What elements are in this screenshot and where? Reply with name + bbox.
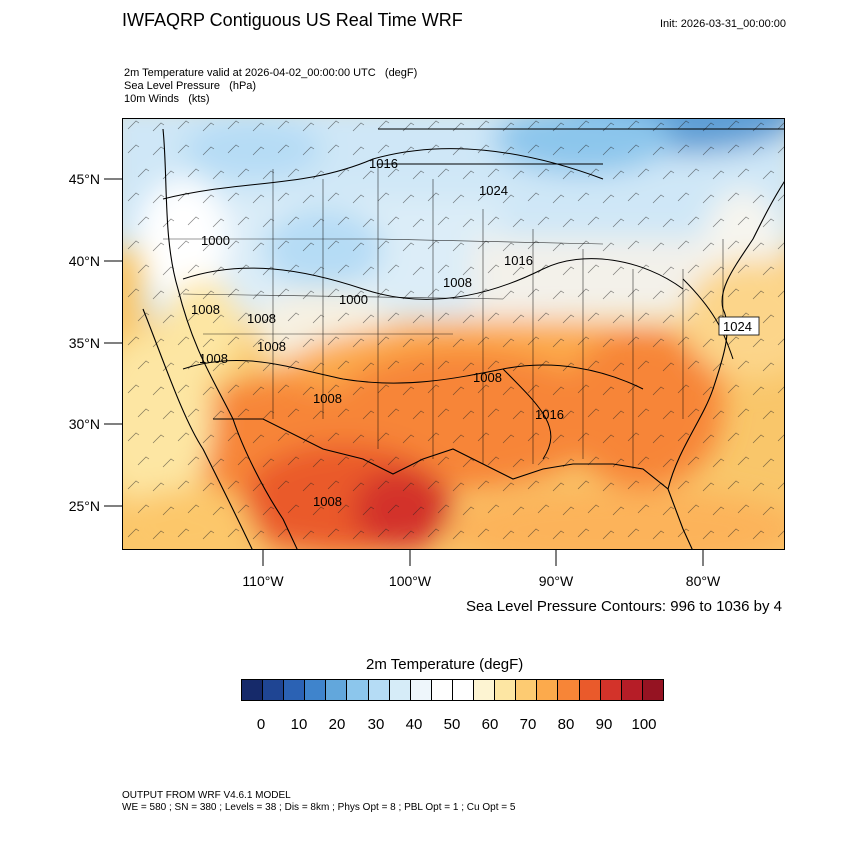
isobars <box>162 148 734 460</box>
colorbar-title: 2m Temperature (degF) <box>366 656 524 673</box>
pressure-label: 1016 <box>369 156 398 171</box>
lon-label-90w: 90°W <box>538 573 574 589</box>
field-units: (degF) <box>384 67 418 79</box>
lat-label-35n: 35°N <box>68 335 100 351</box>
colorbar-tick-label: 0 <box>256 716 266 733</box>
field-name: 10m Winds <box>124 93 180 105</box>
colorbar-tick-label: 20 <box>328 716 346 733</box>
pressure-label: 1024 <box>723 319 752 334</box>
field-units: (kts) <box>188 93 210 105</box>
map-title: IWFAQRP Contiguous US Real Time WRF <box>122 10 463 30</box>
colorbar-swatch <box>410 680 432 700</box>
wind-barbs <box>127 120 784 540</box>
colorbar-swatch <box>621 680 643 700</box>
lon-label-80w: 80°W <box>685 573 721 589</box>
colorbar-swatch <box>263 680 285 700</box>
pressure-label: 1000 <box>339 292 368 307</box>
field-winds: 10m Winds (kts) <box>124 93 210 106</box>
colorbar-swatch <box>495 680 517 700</box>
colorbar-tick-label: 60 <box>481 716 499 733</box>
pressure-label: 1024 <box>479 183 508 198</box>
pressure-label: 1008 <box>191 302 220 317</box>
colorbar-swatch <box>516 680 538 700</box>
pressure-label: 1008 <box>443 275 472 290</box>
pressure-label: 1008 <box>313 494 342 509</box>
colorbar-tick-label: 70 <box>519 716 537 733</box>
colorbar-tick-label: 50 <box>443 716 461 733</box>
footer-config: WE = 580 ; SN = 380 ; Levels = 38 ; Dis … <box>122 802 516 813</box>
colorbar-swatch <box>431 680 453 700</box>
field-temperature: 2m Temperature valid at 2026-04-02_00:00… <box>124 67 417 80</box>
contour-note: Sea Level Pressure Contours: 996 to 1036… <box>465 598 782 615</box>
pressure-label: 1016 <box>504 253 533 268</box>
colorbar-swatch <box>305 680 327 700</box>
pressure-label: 1008 <box>473 370 502 385</box>
footer-model: OUTPUT FROM WRF V4.6.1 MODEL <box>122 790 291 801</box>
colorbar-tick-label: 30 <box>367 716 385 733</box>
colorbar-swatch <box>600 680 622 700</box>
field-name: 2m Temperature valid at 2026-04-02_00:00… <box>124 67 376 79</box>
colorbar-swatch <box>389 680 411 700</box>
colorbar-tick-label: 100 <box>631 716 657 733</box>
colorbar-swatch <box>474 680 496 700</box>
field-units: (hPa) <box>229 80 257 92</box>
colorbar-swatch <box>558 680 580 700</box>
colorbar-tick-label: 10 <box>290 716 308 733</box>
lon-ticks <box>262 550 704 566</box>
pressure-label: 1008 <box>247 311 276 326</box>
init-time: Init: 2026-03-31_00:00:00 <box>660 18 786 30</box>
colorbar-swatch <box>242 680 264 700</box>
temperature-map: 1016 1024 1000 1016 1008 1000 1008 1008 … <box>123 119 784 549</box>
pressure-label: 1000 <box>201 233 230 248</box>
colorbar-swatch <box>284 680 306 700</box>
lon-label-110w: 110°W <box>242 573 284 589</box>
pressure-labels: 1016 1024 1000 1016 1008 1000 1008 1008 … <box>191 156 760 509</box>
colorbar-swatch <box>537 680 559 700</box>
colorbar-swatch <box>368 680 390 700</box>
colorbar-swatch <box>642 680 663 700</box>
colorbar-tick-label: 80 <box>557 716 575 733</box>
colorbar-tick-label: 40 <box>405 716 423 733</box>
pressure-label: 1016 <box>535 407 564 422</box>
field-pressure: Sea Level Pressure (hPa) <box>124 80 256 93</box>
map-panel: 1016 1024 1000 1016 1008 1000 1008 1008 … <box>122 118 785 550</box>
colorbar-swatch <box>452 680 475 700</box>
temperature-field: 1016 1024 1000 1016 1008 1000 1008 1008 … <box>123 119 784 549</box>
lat-label-30n: 30°N <box>68 416 100 432</box>
colorbar-swatch <box>579 680 601 700</box>
state-borders <box>163 164 724 469</box>
lat-label-45n: 45°N <box>68 171 100 187</box>
pressure-label: 1008 <box>199 351 228 366</box>
lat-label-25n: 25°N <box>68 498 100 514</box>
colorbar-tick-label: 90 <box>595 716 613 733</box>
lat-label-40n: 40°N <box>68 253 100 269</box>
colorbar-swatch <box>347 680 369 700</box>
pressure-label: 1008 <box>257 339 286 354</box>
pressure-label: 1008 <box>313 391 342 406</box>
colorbar-swatch <box>326 680 348 700</box>
lat-ticks <box>104 178 122 507</box>
field-name: Sea Level Pressure <box>124 80 220 92</box>
lon-label-100w: 100°W <box>388 573 432 589</box>
colorbar <box>241 679 664 701</box>
